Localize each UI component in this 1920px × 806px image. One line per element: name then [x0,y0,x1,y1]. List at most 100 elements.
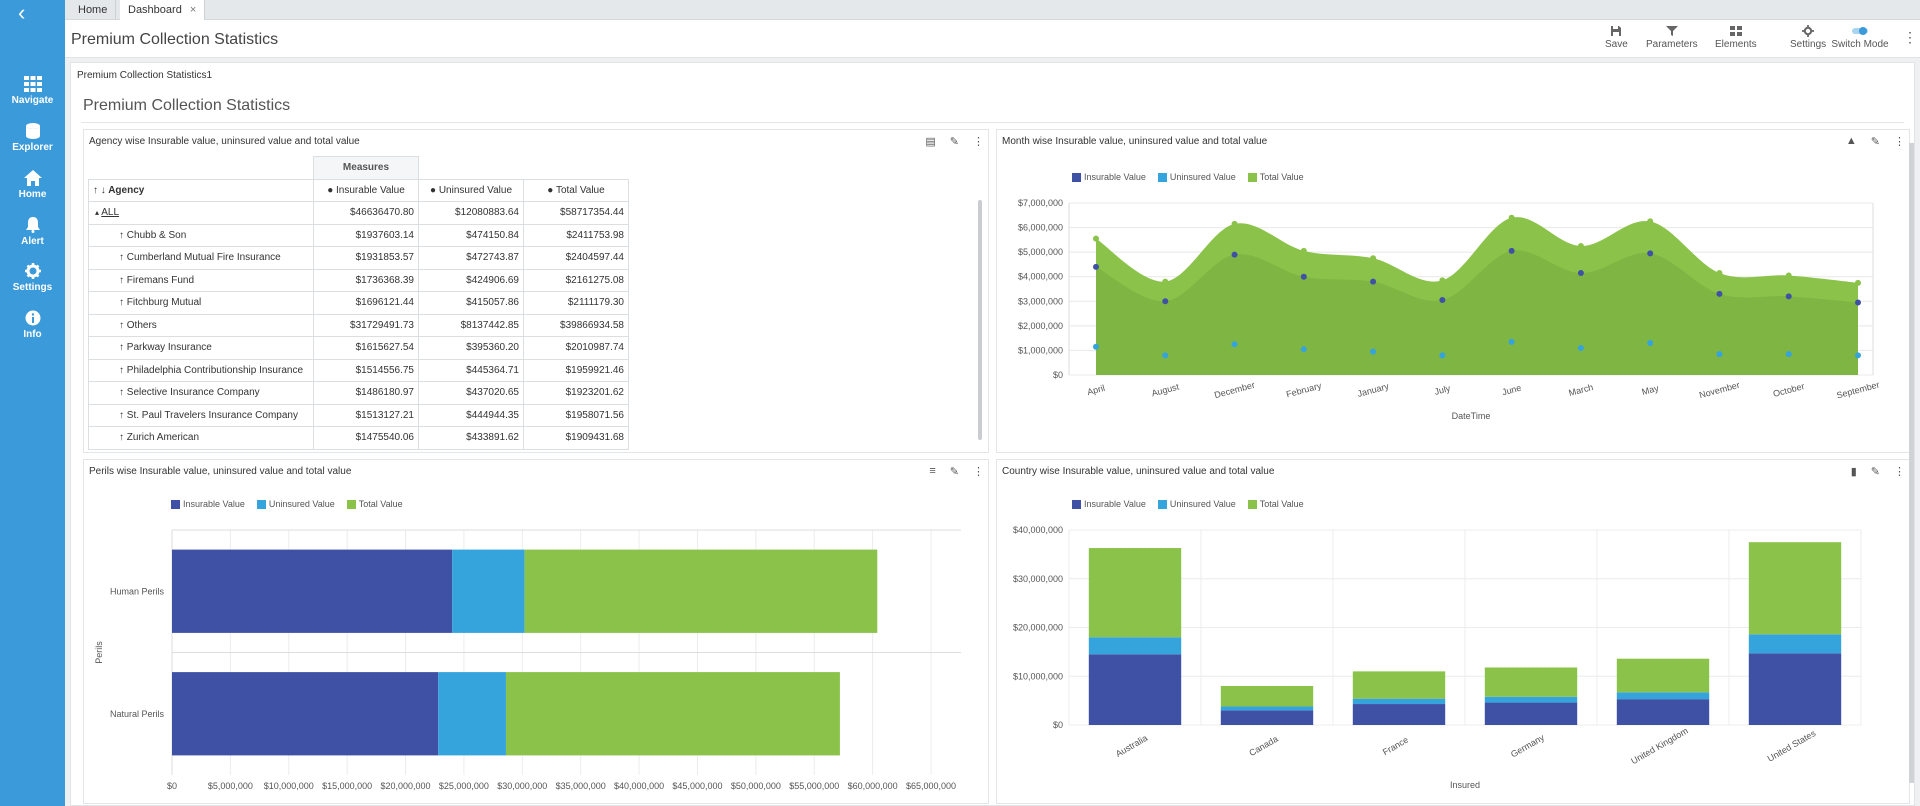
sidebar-item-alert[interactable]: Alert [0,217,65,247]
sort-arrow-icon: ↑ [119,432,127,444]
close-icon[interactable]: × [189,4,197,16]
tab-dashboard[interactable]: Dashboard × [120,0,206,20]
table-row[interactable]: ↑ Chubb & Son $1937603.14 $474150.84 $24117… [88,223,629,247]
table-row[interactable]: ↑ Parkway Insurance $1615627.54 $395360.20… [88,336,629,360]
legend-swatch [1072,499,1081,509]
area-series [1096,250,1858,375]
x-tick-label: January [1356,381,1390,399]
sidebar-item-explorer[interactable]: Explorer [0,123,65,153]
table-row[interactable]: ↑ Zurich American $1475540.06 $433891.62 $1… [88,426,629,450]
data-point [1162,278,1169,285]
legend-item[interactable]: Uninsured Value [1157,499,1236,509]
legend-item[interactable]: Total Value [346,499,403,509]
table-row[interactable]: ↑ Philadelphia Contributionship Insuranc… [88,358,629,382]
settings-button[interactable]: Settings [1790,25,1826,50]
table-row[interactable]: ↑ Others $31729491.73 $8137442.85 $39866934… [88,313,629,337]
sidebar-item-info[interactable]: Info [0,310,65,340]
more-menu-icon[interactable]: ⋮ [1894,465,1905,478]
elements-button[interactable]: Elements [1715,25,1757,50]
sidebar-item-home[interactable]: Home [0,170,65,200]
edit-icon[interactable]: ✎ [949,465,959,478]
bar-segment [505,672,840,756]
legend-item[interactable]: Total Value [1247,172,1304,182]
x-tick-label: United Kingdom [1629,726,1689,767]
column-header[interactable]: ● Total Value [523,178,629,202]
data-point [1300,346,1307,353]
agency-cell[interactable]: ↑ Philadelphia Contributionship Insuranc… [88,358,314,382]
chart-legend: Insurable Value Uninsured Value Total Va… [1072,172,1304,182]
sidebar-item-settings[interactable]: Settings [0,263,65,293]
agency-header-label: Agency [108,184,145,196]
x-tick-label: $35,000,000 [556,781,606,791]
gear-icon [1802,25,1815,37]
table-row[interactable]: ↑ Firemans Fund $1736368.39 $424906.69 $216… [88,268,629,292]
back-arrow-icon[interactable]: ‹ [18,0,26,25]
widget-toolbar: ≡ ✎ ⋮ [929,464,984,478]
agency-column-header[interactable]: ↑ ↓ Agency [88,178,314,202]
bell-icon [25,217,40,233]
data-point [1855,299,1861,306]
save-button[interactable]: Save [1605,25,1628,50]
legend-item[interactable]: Insurable Value [1072,499,1146,509]
edit-icon[interactable]: ✎ [1870,135,1880,148]
agency-cell[interactable]: ↑ Selective Insurance Company [88,381,314,405]
table-scrollbar[interactable] [978,200,982,440]
value-cell: $2161275.08 [523,268,629,292]
edit-icon[interactable]: ✎ [949,135,959,148]
more-menu-icon[interactable]: ⋮ [973,135,984,148]
data-point [1647,218,1654,225]
agency-cell[interactable]: ↑ Zurich American [88,426,314,450]
data-point [1439,352,1446,359]
legend-item[interactable]: Uninsured Value [256,499,335,509]
legend-label: Uninsured Value [1169,499,1236,509]
table-view-icon[interactable]: ▤ [925,135,936,148]
more-menu-icon[interactable]: ⋮ [973,465,984,478]
y-tick-label: $10,000,000 [1013,671,1063,681]
column-header[interactable]: ● Uninsured Value [418,178,524,202]
page-scrollbar[interactable] [1909,143,1914,783]
table-row[interactable]: ▴ ALL $46636470.80 $12080883.64 $58717354.4… [88,201,629,225]
column-chart-icon[interactable]: ▮ [1850,465,1857,478]
legend-item[interactable]: Uninsured Value [1157,172,1236,182]
data-point [1647,340,1654,347]
parameters-button[interactable]: Parameters [1646,25,1698,50]
legend-item[interactable]: Insurable Value [1072,172,1146,182]
bar-segment [452,549,525,633]
agency-cell[interactable]: ↑ Parkway Insurance [88,336,314,360]
column-header[interactable]: ● Insurable Value [313,178,419,202]
sidebar-item-label: Home [18,189,47,200]
sidebar-item-label: Info [23,329,42,340]
bar-chart-icon[interactable]: ≡ [929,465,936,477]
more-menu-icon[interactable]: ⋮ [1903,29,1917,45]
more-menu-icon[interactable]: ⋮ [1894,135,1905,148]
value-cell: $1696121.44 [313,291,419,315]
agency-cell[interactable]: ↑ Others [88,313,314,337]
agency-cell[interactable]: ↑ Firemans Fund [88,268,314,292]
value-cell: $1909431.68 [523,426,629,450]
data-point [1093,263,1099,270]
agency-cell[interactable]: ▴ ALL [88,201,314,225]
agency-cell[interactable]: ↑ Chubb & Son [88,223,314,247]
switch-mode-toggle[interactable]: Switch Mode [1827,25,1893,50]
measures-header[interactable]: Measures [313,156,419,180]
sort-arrow-icon: ↑ [119,229,127,241]
tab-home[interactable]: Home [70,0,117,20]
sidebar-item-navigate[interactable]: Navigate [0,76,65,106]
table-row[interactable]: ↑ St. Paul Travelers Insurance Company $1… [88,403,629,427]
legend-item[interactable]: Total Value [1247,499,1304,509]
sort-arrow-icon: ↑ [119,319,127,331]
legend-swatch [1072,172,1081,182]
agency-cell[interactable]: ↑ Cumberland Mutual Fire Insurance [88,246,314,270]
edit-icon[interactable]: ✎ [1870,465,1880,478]
area-chart-icon[interactable]: ▲ [1845,135,1857,147]
legend-item[interactable]: Insurable Value [171,499,245,509]
table-row[interactable]: ↑ Cumberland Mutual Fire Insurance $19318… [88,246,629,270]
collapse-icon[interactable]: ▴ [95,208,102,218]
agency-cell[interactable]: ↑ St. Paul Travelers Insurance Company [88,403,314,427]
parameters-label: Parameters [1646,39,1698,50]
table-row[interactable]: ↑ Fitchburg Mutual $1696121.44 $415057.86 $… [88,291,629,315]
tab-label: Dashboard [128,4,182,16]
data-point [1370,348,1377,355]
table-row[interactable]: ↑ Selective Insurance Company $1486180.97… [88,381,629,405]
agency-cell[interactable]: ↑ Fitchburg Mutual [88,291,314,315]
